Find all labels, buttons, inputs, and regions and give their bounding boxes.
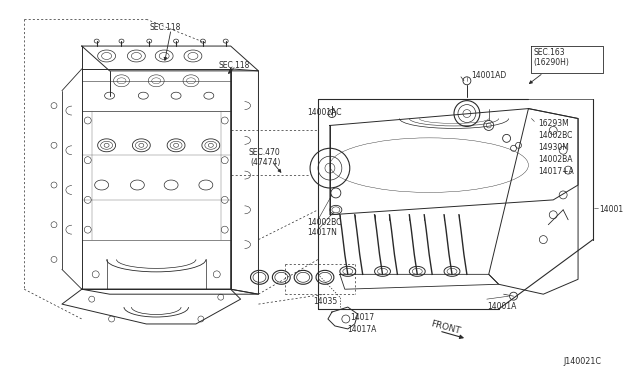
Text: 14017+A: 14017+A <box>538 167 574 176</box>
Text: 14017N: 14017N <box>307 228 337 237</box>
Text: (16290H): (16290H) <box>533 58 569 67</box>
Text: 14002BC: 14002BC <box>538 131 573 140</box>
Text: 14001A: 14001A <box>487 302 516 311</box>
Text: FRONT: FRONT <box>429 319 461 336</box>
Text: 14001: 14001 <box>599 205 623 214</box>
Text: 14035: 14035 <box>313 297 337 306</box>
Text: 14930M: 14930M <box>538 143 569 152</box>
Text: 14002BC: 14002BC <box>307 218 342 227</box>
Text: 14017A: 14017A <box>347 325 376 334</box>
Text: SEC.163: SEC.163 <box>533 48 565 57</box>
Text: (47474): (47474) <box>250 158 281 167</box>
Text: 14017: 14017 <box>350 313 374 322</box>
Text: 14001AC: 14001AC <box>307 108 342 116</box>
Text: 16293M: 16293M <box>538 119 569 128</box>
Text: SEC.118: SEC.118 <box>149 23 180 32</box>
Text: 14002BA: 14002BA <box>538 155 573 164</box>
Text: SEC.118: SEC.118 <box>219 61 250 70</box>
Text: SEC.470: SEC.470 <box>248 148 280 157</box>
Text: 14001AD: 14001AD <box>471 71 506 80</box>
Text: J140021C: J140021C <box>563 357 601 366</box>
